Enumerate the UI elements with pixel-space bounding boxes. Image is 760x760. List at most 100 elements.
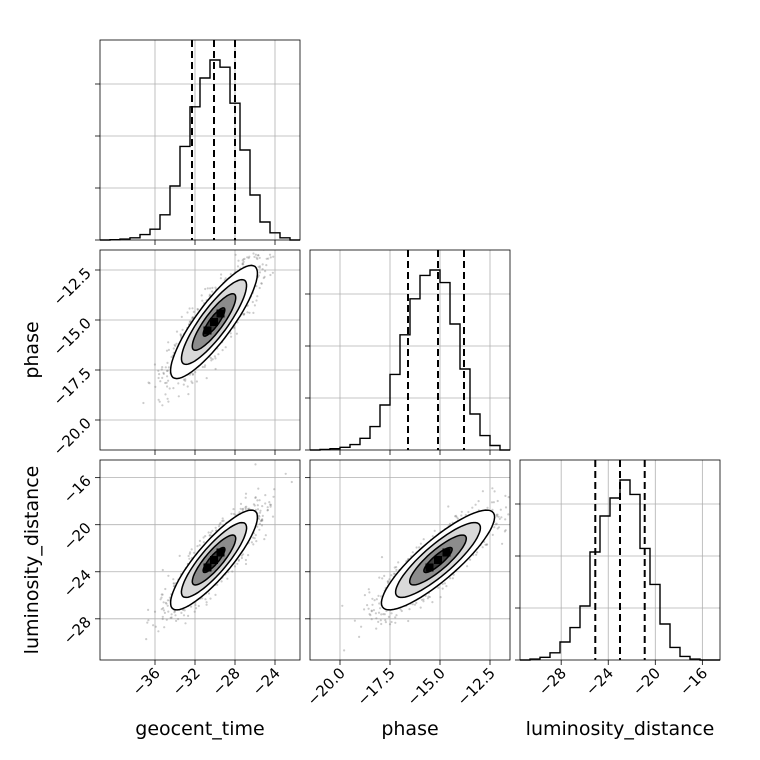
pair-0-1-scatter-point (248, 311, 251, 314)
pair-0-1-scatter-point (191, 317, 194, 320)
pair-0-1-scatter-point (188, 320, 191, 324)
pair-0-2-density-core-cell-0 (203, 563, 212, 572)
pair-0-2-scatter-point (165, 602, 168, 605)
pair-0-2-scatter-point (162, 601, 165, 604)
pair-0-2-scatter-point (247, 507, 250, 510)
pair-1-2-scatter-point (503, 530, 506, 533)
pair-1-2-scatter-point (375, 598, 378, 601)
pair-0-2-scatter-point (261, 518, 264, 521)
pair-0-2-scatter-point (194, 603, 197, 607)
pair-0-2-scatter-point (258, 528, 261, 531)
pair-0-2-scatter-point (160, 608, 163, 611)
pair-1-2-scatter-point (399, 608, 402, 611)
pair-0-1-scatter-point (211, 286, 214, 289)
pair-0-1-scatter-point (220, 273, 223, 276)
pair-0-1-scatter-point (177, 395, 180, 398)
pair-0-2-scatter-point (254, 508, 257, 511)
pair-0-2-scatter-point (272, 495, 275, 498)
pair-0-2-scatter-point (232, 508, 235, 511)
scatter-panel-geocent-time-vs-luminosity-distance: −36 −32 −28 −24−28−24−20−16 (60, 459, 301, 699)
pair-1-2-scatter-point (422, 598, 425, 601)
pair-1-2-scatter-point (400, 609, 403, 613)
hist-panel-phase (305, 249, 511, 455)
pair-0-1-scatter-point (260, 282, 263, 285)
pair-0-1-scatter-point (191, 381, 194, 385)
pair-0-1-scatter-point (255, 285, 258, 288)
pair-1-2-scatter-point (464, 513, 467, 517)
pair-0-1-scatter-point (257, 254, 260, 257)
pair-0-1-scatter-point (211, 358, 214, 361)
pair-0-2-scatter-point (252, 536, 255, 539)
pair-0-1-scatter-point (237, 259, 240, 262)
pair-1-2-scatter-point (374, 612, 377, 615)
pair-1-2-scatter-point (448, 522, 452, 526)
pair-0-1-scatter-point (189, 320, 192, 323)
pair-0-1-scatter-point (242, 313, 245, 316)
pair-1-2-scatter-point (381, 577, 384, 580)
pair-0-2-scatter-point (166, 604, 169, 607)
pair-0-1-scatter-point (208, 293, 211, 296)
pair-0-2-contour-2 (180, 521, 248, 599)
pair-1-2-scatter-point (419, 542, 422, 545)
pair-0-1-scatter-point (241, 263, 244, 266)
pair-1-2-scatter-point (420, 598, 423, 601)
y-axis-label-phase: phase (21, 321, 43, 378)
pair-0-2-scatter-point (157, 630, 160, 633)
pair-0-2-scatter-point (188, 552, 191, 555)
pair-0-1-scatter-point (257, 265, 260, 268)
pair-0-1-scatter-point (177, 382, 180, 385)
pair-1-2-scatter-point (373, 599, 376, 602)
pair-0-2-scatter-point (269, 505, 272, 508)
pair-1-2-scatter-point (456, 517, 459, 520)
pair-1-2-scatter-point (504, 494, 507, 497)
pair-0-2-scatter-point (256, 504, 259, 507)
pair-1-2-scatter-point (377, 594, 380, 598)
pair-0-1-scatter-point (272, 255, 275, 258)
pair-1-2-scatter-point (368, 613, 371, 616)
pair-0-2-scatter-point (170, 613, 173, 616)
pair-1-2-scatter-point (428, 595, 431, 599)
pair-1-2-scatter-point (499, 508, 502, 511)
pair-0-2-scatter-point (258, 515, 261, 518)
pair-1-2-scatter-point (507, 496, 510, 499)
pair-0-1-scatter-point (179, 333, 182, 336)
pair-1-2-scatter-point (397, 561, 400, 564)
pair-1-2-scatter-point (378, 602, 381, 605)
pair-0-2-scatter-point (188, 557, 191, 560)
pair-0-2-scatter-point (153, 610, 157, 613)
pair-1-2-scatter-point (375, 617, 378, 620)
hist-0-step-line (100, 59, 300, 241)
pair-0-2-scatter-point (209, 534, 212, 537)
pair-1-2-scatter-point (496, 499, 499, 503)
pair-1-2-scatter-point (369, 614, 372, 617)
pair-0-1-scatter-point (167, 341, 170, 344)
pair-0-2-scatter-point (184, 622, 187, 625)
pair-1-2-scatter-point (377, 611, 381, 614)
pair-0-1-scatter-point (242, 258, 245, 261)
pair-0-2-scatter-point (161, 568, 164, 572)
pair-0-1-scatter-point (219, 277, 222, 280)
pair-1-2-scatter-point (496, 513, 499, 516)
pair-0-2-scatter-point (232, 512, 235, 516)
pair-0-1-scatter-point (242, 313, 246, 316)
pair-0-1-scatter-point (229, 273, 232, 276)
pair-0-2-scatter-point (190, 548, 193, 551)
pair-0-1-scatter-point (267, 257, 270, 260)
pair-0-1-scatter-point (209, 357, 213, 360)
pair-0-2-scatter-point (240, 554, 243, 557)
pair-0-1-scatter-point (166, 375, 169, 378)
pair-0-1-scatter-point (195, 380, 198, 383)
pair-0-1-scatter-point (258, 266, 261, 269)
pair-1-2-scatter-point (494, 523, 497, 526)
pair-0-1-density-core-cell-1 (216, 309, 225, 318)
pair-0-2-scatter-point (211, 529, 214, 533)
pair-0-1-scatter-point (187, 393, 190, 396)
pair-1-2-scatter-point (481, 490, 484, 493)
pair-0-1-scatter-point (166, 397, 169, 400)
pair-1-2-density-core-cell-2 (434, 556, 442, 564)
pair-1-2-scatter-point (363, 608, 366, 611)
pair-0-2-scatter-point (180, 611, 183, 615)
pair-0-2-scatter-point (261, 519, 264, 522)
pair-0-2-scatter-point (266, 508, 269, 512)
pair-1-2-scatter-point (387, 580, 390, 583)
